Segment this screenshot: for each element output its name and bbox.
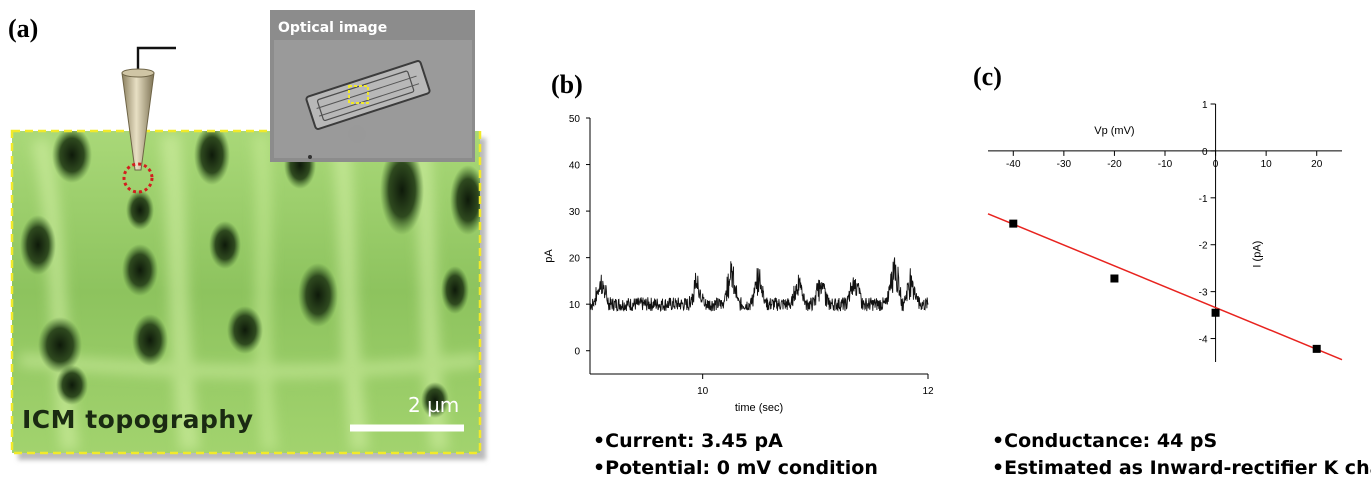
y-tick-label: 30 xyxy=(569,207,581,218)
y-tick-label: -4 xyxy=(1199,335,1208,346)
x-tick-label: 0 xyxy=(1213,159,1219,170)
icm-topography-image xyxy=(12,131,480,453)
y-tick-label: 1 xyxy=(1202,100,1208,111)
x-tick-label: -40 xyxy=(1006,159,1021,170)
x-axis-label: time (sec) xyxy=(735,402,783,414)
topography-label: ICM topography xyxy=(22,405,254,434)
panel-b-caption: •Current: 3.45 pA •Potential: 0 mV condi… xyxy=(593,428,878,482)
y-axis-label: I (pA) xyxy=(1252,241,1264,268)
optical-image-inset xyxy=(270,10,475,162)
x-tick-label: -10 xyxy=(1158,159,1173,170)
x-tick-label: 20 xyxy=(1311,159,1323,170)
current-bullet: •Current: 3.45 pA xyxy=(593,430,783,452)
current-trace xyxy=(589,257,929,312)
fit-line xyxy=(987,213,1343,361)
x-tick-label: 12 xyxy=(922,386,934,397)
panel-a-label: (a) xyxy=(8,14,39,43)
y-tick-label: 20 xyxy=(569,254,581,265)
x-axis-label: Vp (mV) xyxy=(1094,125,1134,137)
channel-bullet: •Estimated as Inward-rectifier K channel xyxy=(992,457,1371,479)
x-tick-label: -30 xyxy=(1057,159,1072,170)
scalebar-label: 2 µm xyxy=(408,393,460,417)
panel-b-label: (b) xyxy=(551,70,583,99)
data-point xyxy=(1009,219,1018,228)
data-point xyxy=(1312,344,1321,353)
y-tick-label: -1 xyxy=(1199,194,1208,205)
y-tick-label: 10 xyxy=(569,300,581,311)
y-tick-label: -3 xyxy=(1199,288,1208,299)
y-tick-label: 0 xyxy=(574,347,580,358)
panel-c-caption: •Conductance: 44 pS •Estimated as Inward… xyxy=(992,428,1371,482)
x-tick-label: 10 xyxy=(1261,159,1273,170)
inset-title: Optical image xyxy=(278,20,388,36)
conductance-bullet: •Conductance: 44 pS xyxy=(992,430,1218,452)
x-tick-label: -20 xyxy=(1107,159,1122,170)
y-tick-label: -2 xyxy=(1199,241,1208,252)
y-tick-label: 50 xyxy=(569,114,581,125)
data-point xyxy=(1211,308,1220,317)
topography-border xyxy=(10,129,482,455)
y-tick-label: 0 xyxy=(1202,147,1208,158)
panel-c-label: (c) xyxy=(973,62,1002,91)
x-tick-label: 10 xyxy=(697,386,709,397)
y-tick-label: 40 xyxy=(569,161,581,172)
data-point xyxy=(1110,274,1119,283)
potential-bullet: •Potential: 0 mV condition xyxy=(593,457,878,479)
pipette-tip-icon xyxy=(121,46,176,194)
y-axis-label: pA xyxy=(543,249,555,263)
inset-roi-box xyxy=(348,85,369,104)
